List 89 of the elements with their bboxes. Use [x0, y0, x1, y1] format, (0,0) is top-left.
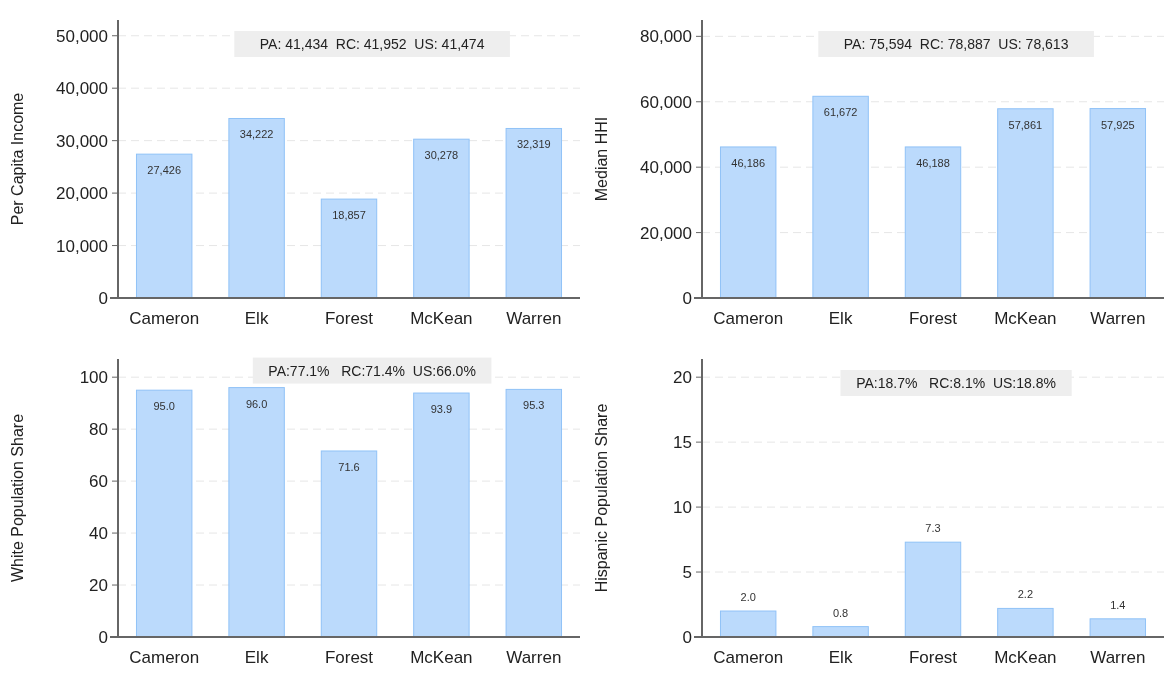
bar [997, 607, 1054, 638]
bar [135, 389, 193, 638]
y-tick-label: 100 [79, 368, 108, 388]
bar [1089, 618, 1147, 638]
data-label: 1.4 [1110, 598, 1126, 611]
data-label: 18,857 [332, 209, 366, 222]
x-tick-label: McKean [994, 648, 1057, 667]
data-label: 27,426 [147, 164, 182, 177]
y-tick-label: 0 [682, 288, 692, 308]
y-tick-label: 40,000 [640, 158, 692, 178]
y-tick-label: 50,000 [56, 26, 108, 46]
y-tick-label: 60,000 [640, 92, 692, 112]
y-tick-label: 30,000 [56, 131, 108, 151]
y-tick-label: 0 [682, 627, 692, 647]
y-axis-title: Per Capita Income [9, 92, 26, 226]
y-tick-label: 10,000 [56, 236, 108, 256]
data-label: 57,925 [1100, 118, 1135, 131]
y-axis-title: Median HHI [593, 116, 610, 202]
y-tick-label: 60 [89, 472, 108, 492]
y-tick-label: 80 [89, 420, 108, 440]
x-tick-label: Elk [244, 648, 269, 667]
data-label: 7.3 [925, 522, 941, 535]
x-tick-label: McKean [994, 309, 1057, 328]
data-label: 57,861 [1008, 118, 1043, 131]
x-tick-label: Forest [908, 309, 958, 328]
data-label: 95.3 [523, 399, 545, 412]
y-tick-label: 20,000 [56, 184, 108, 204]
x-tick-label: Cameron [129, 309, 200, 328]
x-tick-label: Warren [1090, 648, 1146, 667]
data-label: 30,278 [424, 149, 459, 162]
x-tick-label: Warren [506, 309, 562, 328]
y-tick-label: 40 [89, 524, 108, 544]
bar [904, 541, 962, 638]
bar [413, 392, 470, 638]
bar [904, 146, 962, 299]
x-tick-label: Warren [506, 648, 562, 667]
data-label: 32,319 [516, 138, 551, 151]
x-tick-label: Elk [828, 309, 853, 328]
annotation: PA:18.7% RC:8.1% US:18.8% [856, 375, 1056, 391]
bar [413, 138, 470, 299]
y-tick-label: 20 [89, 575, 108, 595]
bar [1089, 108, 1147, 299]
data-label: 0.8 [832, 606, 849, 619]
bar [997, 108, 1054, 299]
bar [505, 127, 563, 299]
data-label: 2.2 [1017, 588, 1034, 601]
bar [719, 610, 777, 638]
x-tick-label: Forest [324, 648, 374, 667]
x-tick-label: Forest [908, 648, 958, 667]
bar [320, 450, 378, 638]
data-label: 34,222 [239, 128, 274, 141]
data-label: 46,188 [916, 156, 950, 169]
annotation: PA:77.1% RC:71.4% US:66.0% [268, 362, 476, 379]
y-tick-label: 15 [673, 433, 692, 453]
y-axis-title: White Population Share [9, 413, 26, 583]
data-label: 96.0 [245, 397, 268, 410]
y-tick-label: 0 [98, 627, 108, 647]
x-tick-label: Cameron [129, 648, 200, 667]
bar [228, 118, 285, 299]
data-label: 71.6 [338, 460, 360, 473]
y-tick-label: 0 [98, 288, 108, 308]
bar [505, 388, 563, 638]
y-tick-label: 20 [673, 368, 692, 388]
y-tick-label: 80,000 [640, 27, 692, 47]
bar [135, 153, 193, 299]
y-tick-label: 10 [673, 498, 692, 518]
bar [320, 198, 378, 299]
annotation: PA: 41,434 RC: 41,952 US: 41,474 [259, 36, 485, 52]
data-label: 95.0 [153, 400, 175, 413]
x-tick-label: Elk [244, 309, 269, 328]
x-tick-label: McKean [410, 309, 473, 328]
data-label: 46,186 [731, 156, 766, 169]
x-tick-label: Forest [324, 309, 374, 328]
x-tick-label: Elk [828, 648, 853, 667]
x-tick-label: Cameron [713, 648, 784, 667]
bar [719, 146, 777, 299]
x-tick-label: Warren [1090, 309, 1146, 328]
bar [812, 95, 869, 299]
y-tick-label: 5 [682, 563, 692, 582]
y-axis-title: Hispanic Population Share [593, 403, 610, 593]
data-label: 2.0 [740, 591, 756, 604]
y-tick-label: 40,000 [56, 79, 108, 99]
x-tick-label: Cameron [713, 309, 784, 328]
x-tick-label: McKean [410, 648, 473, 667]
data-label: 61,672 [823, 106, 858, 119]
data-label: 93.9 [430, 403, 453, 416]
bar [228, 387, 285, 638]
annotation: PA: 75,594 RC: 78,887 US: 78,613 [843, 36, 1069, 52]
y-tick-label: 20,000 [640, 223, 692, 243]
